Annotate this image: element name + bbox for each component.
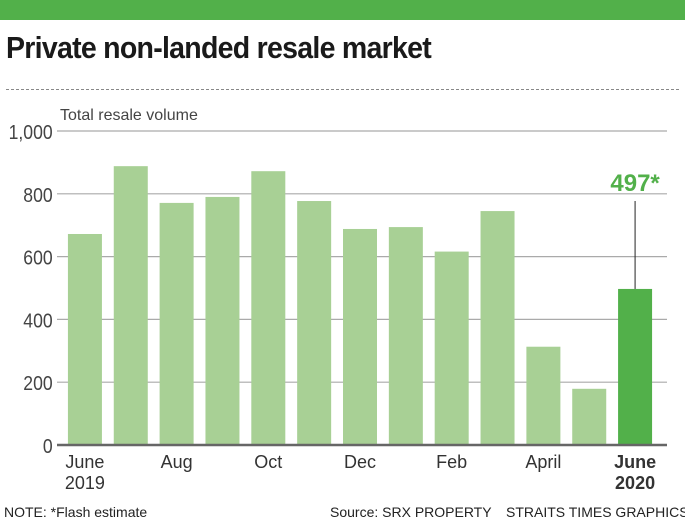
dashed-divider [6,89,679,90]
y-axis-label: Total resale volume [60,107,198,124]
bar [159,202,194,445]
x-tick-label: Aug [161,452,193,472]
top-accent-bar [0,0,685,20]
bar [251,171,286,445]
bar [526,346,561,445]
x-tick-label: April [525,452,561,472]
bar [113,166,148,445]
annotation-label: 497* [610,170,660,197]
bar [343,228,377,445]
x-tick-label: 2020 [615,473,655,493]
bar [205,196,240,445]
x-tick-label: June [65,452,104,472]
x-tick-label: 2019 [65,473,105,493]
bar [480,211,515,445]
y-tick-label: 0 [43,435,53,457]
page-title: Private non-landed resale market [6,30,432,65]
bar [388,227,423,445]
x-tick-label: Dec [344,452,376,472]
bar [572,388,607,445]
y-tick-label: 800 [23,184,52,206]
bar [618,288,653,445]
credit-text: STRAITS TIMES GRAPHICS [506,504,685,520]
bar [297,201,332,445]
footnote: NOTE: *Flash estimate [4,504,148,520]
y-tick-label: 400 [23,309,52,331]
bar [434,251,469,445]
x-tick-label: June [614,452,656,472]
x-tick-label: Feb [436,452,467,472]
y-tick-label: 1,000 [9,121,53,143]
y-tick-label: 200 [23,372,52,394]
y-tick-label: 600 [23,247,52,269]
bar [67,233,102,445]
source-text: Source: SRX PROPERTY [330,504,492,520]
x-tick-label: Oct [254,452,282,472]
